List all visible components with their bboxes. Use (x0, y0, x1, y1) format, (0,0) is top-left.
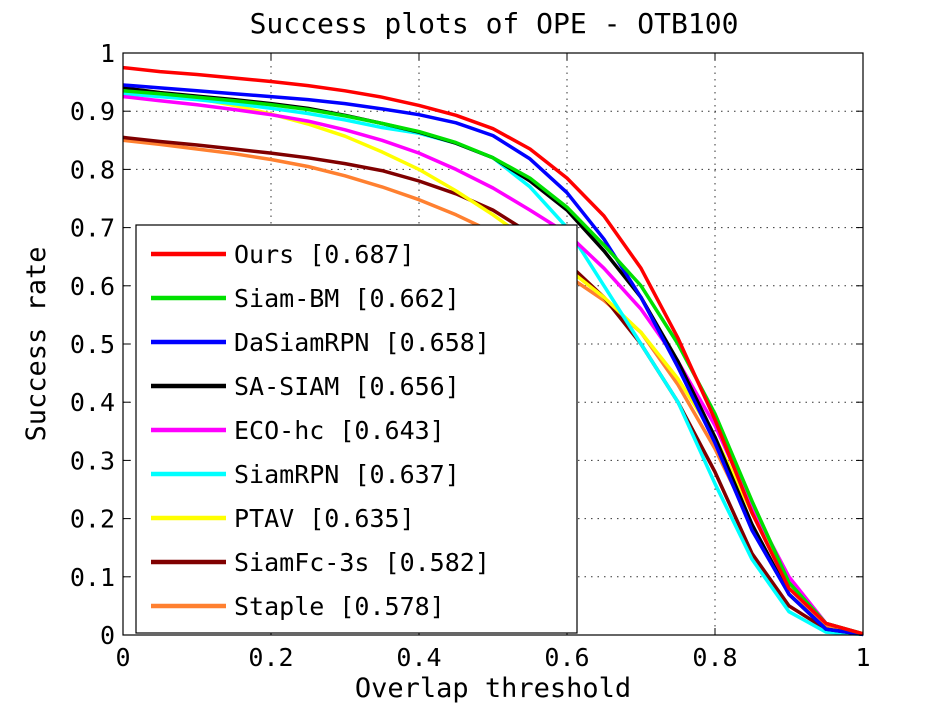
legend-entry-label: SA-SIAM [0.656] (234, 372, 460, 401)
y-tick-label: 0.4 (70, 388, 115, 417)
chart-title: Success plots of OPE - OTB100 (250, 7, 739, 40)
series-line (122, 83, 864, 637)
x-tick-label: 0 (115, 643, 130, 672)
legend-entry-label: DaSiamRPN [0.658] (234, 328, 490, 357)
x-tick-label: 1 (855, 643, 870, 672)
series-line (122, 65, 864, 636)
y-tick-label: 0.7 (70, 214, 115, 243)
legend-entry-label: Siam-BM [0.662] (234, 284, 460, 313)
series-line (122, 86, 864, 636)
y-tick-label: 1 (100, 39, 115, 68)
y-tick-label: 0.6 (70, 272, 115, 301)
y-tick-label: 0.5 (70, 330, 115, 359)
y-tick-label: 0.9 (70, 97, 115, 126)
series-line (122, 135, 864, 637)
legend-entry-label: Ours [0.687] (234, 240, 415, 269)
x-tick-label: 0.2 (248, 643, 293, 672)
y-tick-label: 0.1 (70, 563, 115, 592)
y-tick-label: 0.2 (70, 505, 115, 534)
series-lines (122, 65, 864, 637)
x-tick-label: 0.4 (396, 643, 441, 672)
y-tick-label: 0.8 (70, 155, 115, 184)
x-tick-label: 0.8 (692, 643, 737, 672)
legend-entry-label: ECO-hc [0.643] (234, 416, 445, 445)
axis-ticks: 0 0.2 0.4 0.6 0.8 1 0 0.1 0.2 0.3 0.4 0.5 0.6 0.7 0.8 0… (70, 39, 871, 672)
legend-entry-label: Staple [0.578] (234, 592, 445, 621)
x-tick-label: 0.6 (544, 643, 589, 672)
x-axis-label: Overlap threshold (355, 673, 631, 704)
legend-entry-label: SiamFc-3s [0.582] (234, 548, 490, 577)
y-tick-label: 0 (100, 621, 115, 650)
legend: Ours [0.687] Siam-BM [0.662] DaSiamRPN [0.… (135, 224, 578, 634)
y-tick-label: 0.3 (70, 446, 115, 475)
legend-entry-label: SiamRPN [0.637] (234, 460, 460, 489)
series-line (122, 89, 864, 636)
y-axis-label: Success rate (21, 246, 52, 441)
legend-entry-label: PTAV [0.635] (234, 504, 415, 533)
